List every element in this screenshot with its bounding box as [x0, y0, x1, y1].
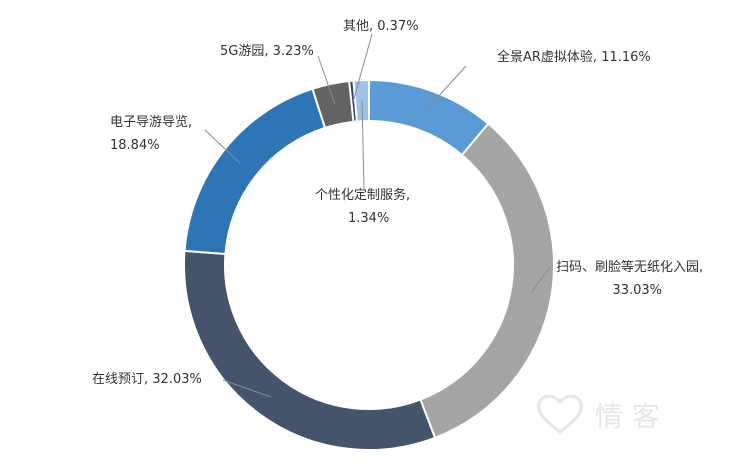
- data-label: 在线预订, 32.03%: [92, 372, 202, 387]
- donut-slice: [183, 87, 327, 256]
- data-label-value: 33.03%: [612, 283, 662, 298]
- data-label-name: 电子导游导览,: [110, 114, 192, 130]
- donut-slice: [352, 78, 370, 123]
- leader-line: [317, 55, 336, 105]
- watermark-heart-icon: [537, 394, 583, 434]
- leader-line: [204, 129, 241, 164]
- data-label-value: 1.34%: [348, 211, 389, 226]
- leader-line: [530, 266, 551, 293]
- data-label: 全景AR虚拟体验, 11.16%: [497, 49, 651, 65]
- data-label-value: 18.84%: [110, 138, 160, 153]
- data-label: 5G游园, 3.23%: [220, 44, 314, 59]
- data-label-name: 个性化定制服务,: [315, 187, 410, 203]
- data-label-name: 扫码、刷脸等无纸化入园,: [556, 259, 703, 275]
- data-label: 其他, 0.37%: [343, 19, 419, 34]
- leader-line: [352, 33, 373, 102]
- leader-line: [222, 379, 271, 398]
- leader-line: [425, 65, 467, 111]
- leader-line: [361, 100, 365, 191]
- donut-slice: [419, 122, 555, 440]
- watermark: 情 客: [537, 394, 660, 434]
- watermark-text: 情 客: [595, 400, 660, 433]
- donut-slice: [183, 249, 437, 451]
